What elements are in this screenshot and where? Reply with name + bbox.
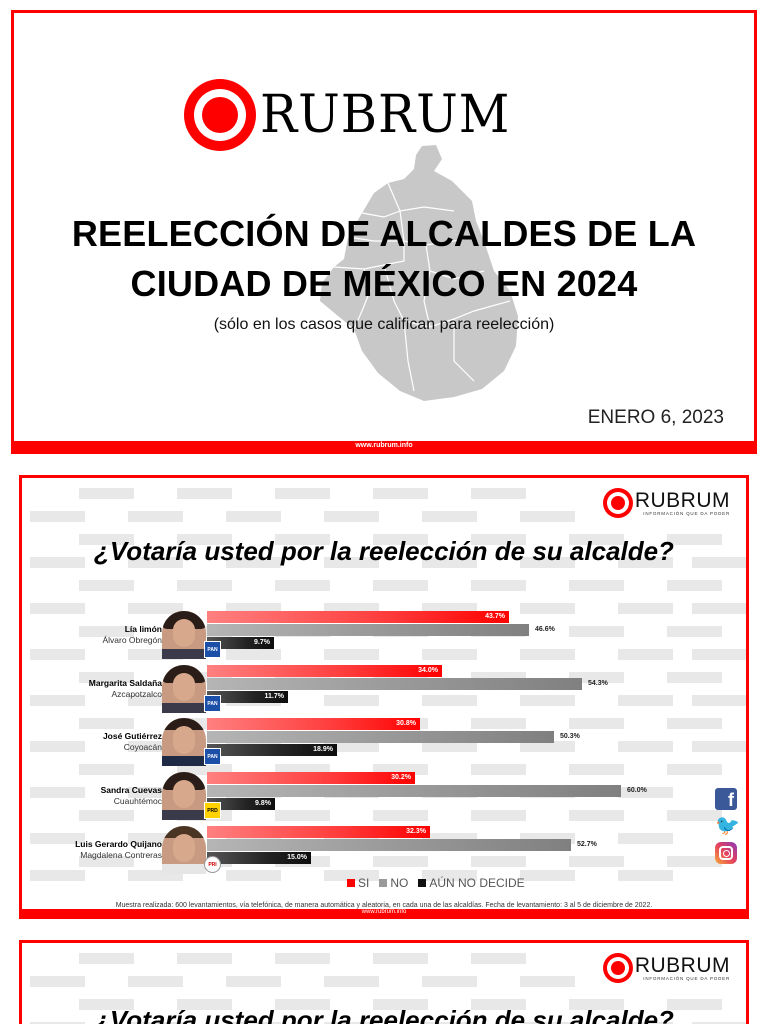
footer-url[interactable]: www.rubrum.info bbox=[14, 441, 754, 451]
slide-date: ENERO 6, 2023 bbox=[587, 407, 724, 428]
bar-si: 43.7% bbox=[207, 611, 509, 623]
bar-undecided-value: 11.7% bbox=[264, 693, 284, 700]
facebook-icon[interactable]: f bbox=[715, 788, 737, 810]
chart-legend: SI NO AÚN NO DECIDE bbox=[347, 876, 525, 890]
bar-no: 52.7% bbox=[207, 839, 597, 851]
mexico-city-map-icon bbox=[320, 145, 518, 401]
legend-item-si: SI bbox=[347, 876, 369, 890]
candidate-row: Luis Gerardo Quijano Magdalena Contreras… bbox=[22, 826, 746, 876]
candidate-photo bbox=[162, 826, 206, 874]
legend-swatch bbox=[347, 879, 355, 887]
bar-si-value: 30.8% bbox=[396, 720, 416, 727]
bar-undecided-value: 15.0% bbox=[287, 854, 307, 861]
instagram-icon[interactable] bbox=[715, 842, 737, 864]
bar-no: 54.3% bbox=[207, 678, 608, 690]
bar-undecided: 11.7% bbox=[207, 691, 288, 703]
candidate-district: Magdalena Contreras bbox=[80, 850, 162, 860]
bar-no-value: 52.7% bbox=[577, 841, 597, 848]
pri-party-icon: PRI bbox=[204, 856, 221, 873]
bar-si-value: 43.7% bbox=[485, 613, 505, 620]
chart-slide-partial: RUBRUM INFORMACIÓN QUE DA PODER ¿Votaría… bbox=[19, 940, 749, 1024]
target-logo-icon bbox=[184, 79, 256, 151]
methodology-note: Muestra realizada: 600 levantamientos, v… bbox=[115, 902, 653, 909]
rubrum-logo: RUBRUM INFORMACIÓN QUE DA PODER bbox=[602, 488, 730, 518]
legend-item-no: NO bbox=[379, 876, 408, 890]
bar-si: 30.2% bbox=[207, 772, 415, 784]
bar-no-value: 50.3% bbox=[560, 733, 580, 740]
title-line-1: REELECCIÓN DE ALCALDES DE LA bbox=[71, 213, 697, 254]
logo-text: RUBRUM bbox=[260, 85, 511, 145]
candidate-name: Lía limón bbox=[124, 624, 162, 634]
logo-text: RUBRUM bbox=[634, 953, 730, 977]
chart-slide: RUBRUM INFORMACIÓN QUE DA PODER ¿Votaría… bbox=[19, 475, 749, 919]
bar-si: 32.3% bbox=[207, 826, 430, 838]
bar-si-value: 30.2% bbox=[391, 774, 411, 781]
pan-party-icon: PAN bbox=[204, 748, 221, 765]
bar-undecided-value: 18.9% bbox=[313, 746, 333, 753]
candidate-district: Álvaro Obregón bbox=[102, 635, 162, 645]
bar-undecided: 15.0% bbox=[207, 852, 311, 864]
bar-si: 30.8% bbox=[207, 718, 420, 730]
candidate-photo bbox=[162, 665, 206, 713]
title-line-2: CIUDAD DE MÉXICO EN 2024 bbox=[130, 263, 638, 304]
bar-no-value: 46.6% bbox=[535, 626, 555, 633]
bar-no: 46.6% bbox=[207, 624, 555, 636]
background-pattern bbox=[22, 943, 746, 1024]
rubrum-logo: RUBRUM bbox=[184, 75, 523, 155]
candidate-name: Sandra Cuevas bbox=[100, 785, 162, 795]
chart-question: ¿Votaría usted por la reelección de su a… bbox=[94, 536, 674, 566]
candidate-name: José Gutiérrez bbox=[102, 731, 162, 741]
rubrum-logo: RUBRUM INFORMACIÓN QUE DA PODER bbox=[602, 953, 730, 983]
candidate-district: Cuauhtémoc bbox=[113, 796, 162, 806]
bar-si-value: 34.0% bbox=[418, 667, 438, 674]
legend-swatch bbox=[418, 879, 427, 887]
pan-party-icon: PAN bbox=[204, 641, 221, 658]
candidate-district: Azcapotzalco bbox=[111, 689, 162, 699]
slide-title: REELECCIÓN DE ALCALDES DE LA CIUDAD DE M… bbox=[14, 209, 754, 309]
candidate-district: Coyoacán bbox=[123, 742, 162, 752]
legend-label: NO bbox=[390, 876, 409, 890]
target-logo-icon bbox=[602, 488, 633, 518]
bar-no: 60.0% bbox=[207, 785, 647, 797]
bar-no-value: 60.0% bbox=[627, 787, 647, 794]
bar-undecided: 9.7% bbox=[207, 637, 274, 649]
legend-label: SI bbox=[358, 876, 370, 890]
candidate-row: Lía limón Álvaro Obregón 43.7% 46.6% 9.7… bbox=[22, 611, 746, 661]
candidate-photo bbox=[162, 611, 206, 659]
chart-question: ¿Votaría usted por la reelección de su a… bbox=[94, 1005, 674, 1024]
target-logo-icon bbox=[602, 953, 633, 983]
legend-swatch bbox=[379, 879, 388, 887]
candidate-name: Luis Gerardo Quijano bbox=[75, 839, 162, 849]
title-slide: RUBRUM REELECCIÓN DE ALCALDES DE LA CIUD… bbox=[11, 10, 757, 454]
bar-si: 34.0% bbox=[207, 665, 442, 677]
bar-undecided: 9.8% bbox=[207, 798, 275, 810]
legend-label: AÚN NO DECIDE bbox=[429, 876, 525, 890]
candidate-photo bbox=[162, 772, 206, 820]
bar-undecided: 18.9% bbox=[207, 744, 337, 756]
candidate-photo bbox=[162, 718, 206, 766]
bar-si-value: 32.3% bbox=[406, 828, 426, 835]
candidate-row: Margarita Saldaña Azcapotzalco 34.0% 54.… bbox=[22, 665, 746, 715]
logo-tagline: INFORMACIÓN QUE DA PODER bbox=[643, 510, 730, 516]
candidate-row: Sandra Cuevas Cuauhtémoc 30.2% 60.0% 9.8… bbox=[22, 772, 746, 822]
social-icons: f 🐦 bbox=[715, 788, 740, 864]
logo-tagline: INFORMACIÓN QUE DA PODER bbox=[643, 975, 730, 981]
slide-subtitle: (sólo en los casos que califican para re… bbox=[213, 316, 555, 333]
twitter-icon[interactable]: 🐦 bbox=[715, 815, 740, 837]
logo-text: RUBRUM bbox=[634, 488, 730, 512]
bar-undecided-value: 9.7% bbox=[254, 639, 270, 646]
bar-no: 50.3% bbox=[207, 731, 580, 743]
prd-party-icon: PRD bbox=[204, 802, 221, 819]
bar-no-value: 54.3% bbox=[588, 680, 608, 687]
bar-undecided-value: 9.8% bbox=[255, 800, 271, 807]
candidate-row: José Gutiérrez Coyoacán 30.8% 50.3% 18.9… bbox=[22, 718, 746, 768]
pan-party-icon: PAN bbox=[204, 695, 221, 712]
legend-item-undecided: AÚN NO DECIDE bbox=[418, 876, 525, 890]
candidate-name: Margarita Saldaña bbox=[88, 678, 162, 688]
footer-url[interactable]: www.rubrum.info bbox=[22, 909, 746, 916]
